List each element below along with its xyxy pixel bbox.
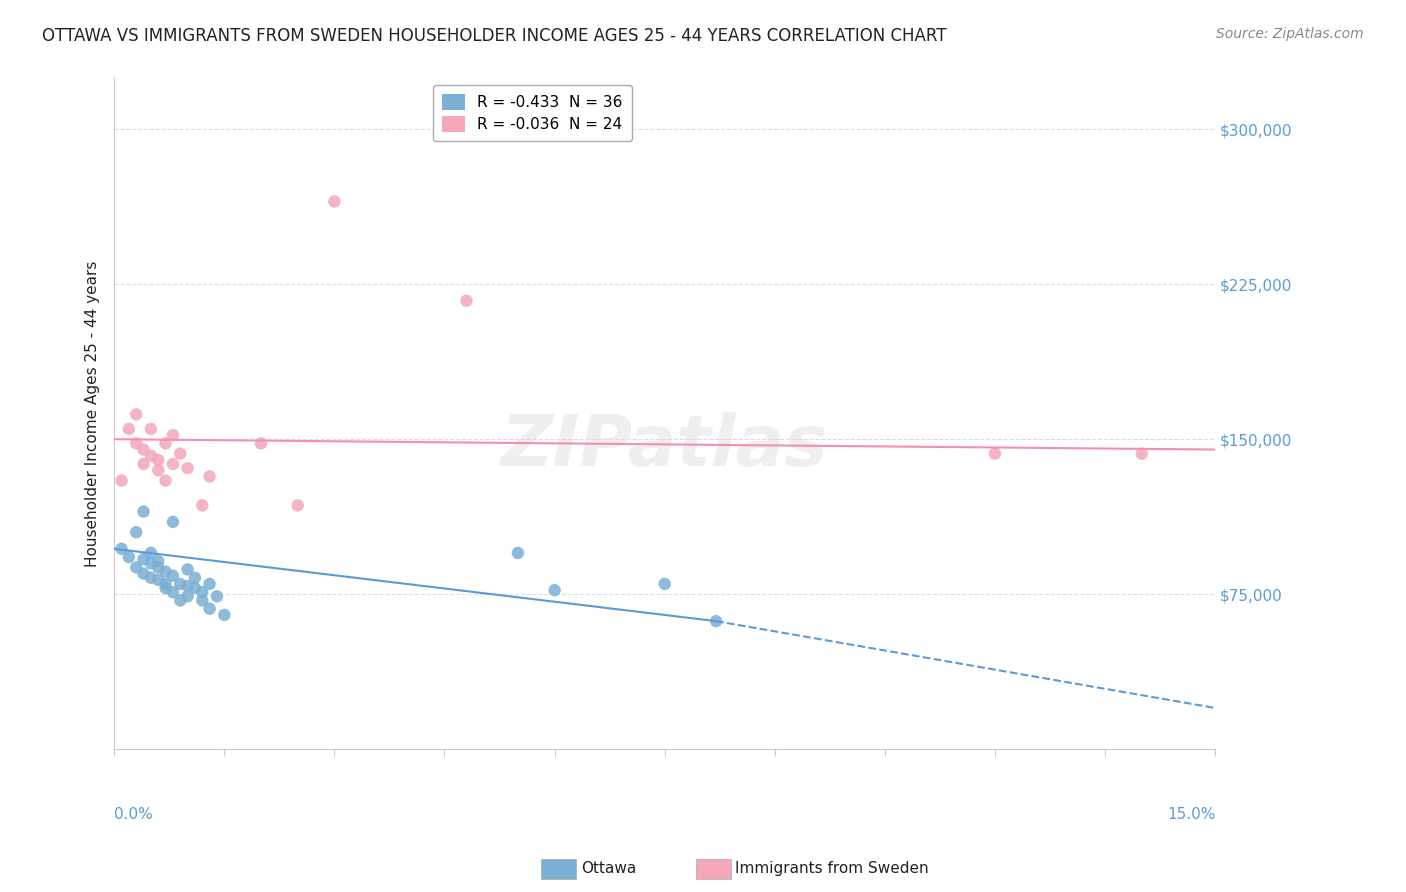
Point xyxy=(125,408,148,422)
Point xyxy=(506,546,529,560)
Point xyxy=(184,581,207,595)
Point xyxy=(110,474,132,488)
Point xyxy=(191,585,214,599)
Point xyxy=(139,571,162,585)
Point xyxy=(125,560,148,574)
Point xyxy=(139,546,162,560)
Point xyxy=(162,515,184,529)
Point xyxy=(456,293,478,308)
Point xyxy=(148,573,170,587)
Point xyxy=(125,525,148,540)
Point xyxy=(176,579,198,593)
Point xyxy=(139,422,162,436)
Point xyxy=(118,549,141,564)
Point xyxy=(132,442,155,457)
Point xyxy=(205,590,228,604)
Point xyxy=(704,614,727,628)
Point xyxy=(132,552,155,566)
Point xyxy=(543,583,565,598)
Point xyxy=(162,568,184,582)
Text: Ottawa: Ottawa xyxy=(581,862,636,876)
Point xyxy=(148,463,170,477)
Point xyxy=(148,554,170,568)
Point xyxy=(155,436,177,450)
Point xyxy=(139,556,162,570)
Text: Immigrants from Sweden: Immigrants from Sweden xyxy=(735,862,929,876)
Point xyxy=(125,436,148,450)
Text: 15.0%: 15.0% xyxy=(1167,807,1215,822)
Point xyxy=(118,422,141,436)
Point xyxy=(162,457,184,471)
Text: OTTAWA VS IMMIGRANTS FROM SWEDEN HOUSEHOLDER INCOME AGES 25 - 44 YEARS CORRELATI: OTTAWA VS IMMIGRANTS FROM SWEDEN HOUSEHO… xyxy=(42,27,946,45)
Point xyxy=(1130,447,1153,461)
Text: Source: ZipAtlas.com: Source: ZipAtlas.com xyxy=(1216,27,1364,41)
Point xyxy=(287,499,309,513)
Point xyxy=(214,607,236,622)
Point xyxy=(198,469,221,483)
Point xyxy=(250,436,273,450)
Point xyxy=(132,505,155,519)
Point xyxy=(162,585,184,599)
Point xyxy=(148,453,170,467)
Point xyxy=(191,593,214,607)
Point xyxy=(148,560,170,574)
Point xyxy=(132,566,155,581)
Text: 0.0%: 0.0% xyxy=(114,807,153,822)
Point xyxy=(155,565,177,579)
Point xyxy=(110,541,132,556)
Point xyxy=(184,571,207,585)
Point xyxy=(169,577,191,591)
Point xyxy=(169,447,191,461)
Legend: R = -0.433  N = 36, R = -0.036  N = 24: R = -0.433 N = 36, R = -0.036 N = 24 xyxy=(433,85,633,142)
Point xyxy=(176,461,198,475)
Point xyxy=(155,581,177,595)
Point xyxy=(176,562,198,576)
Point xyxy=(132,457,155,471)
Point xyxy=(984,447,1007,461)
Point xyxy=(169,593,191,607)
Point xyxy=(198,601,221,615)
Point xyxy=(176,590,198,604)
Point xyxy=(155,577,177,591)
Point xyxy=(139,449,162,463)
Point xyxy=(155,474,177,488)
Text: ZIPatlas: ZIPatlas xyxy=(501,412,828,482)
Point xyxy=(191,499,214,513)
Y-axis label: Householder Income Ages 25 - 44 years: Householder Income Ages 25 - 44 years xyxy=(86,260,100,566)
Point xyxy=(323,194,346,209)
Point xyxy=(654,577,676,591)
Point xyxy=(162,428,184,442)
Point xyxy=(198,577,221,591)
